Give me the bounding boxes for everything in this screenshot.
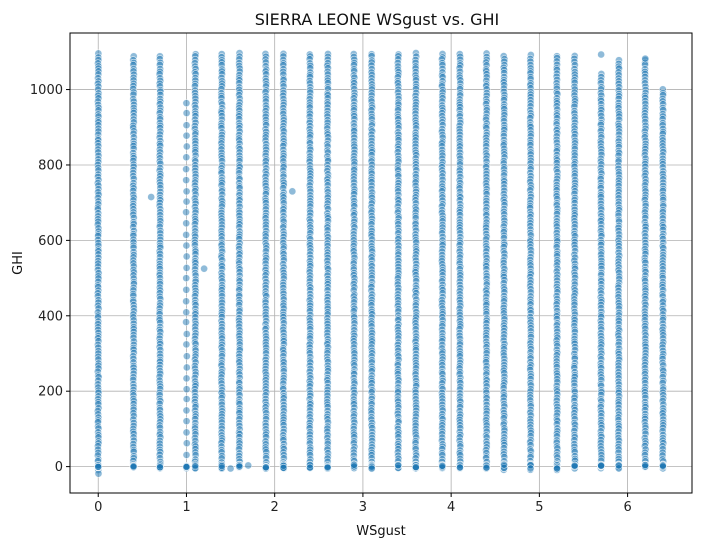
- outlier-point: [244, 461, 253, 470]
- outlier-point: [597, 50, 606, 59]
- outlier-point: [200, 264, 209, 273]
- data-point: [182, 318, 190, 326]
- data-point: [597, 461, 606, 470]
- y-tick-label: 800: [38, 158, 63, 173]
- x-tick-label: 3: [359, 500, 367, 515]
- data-point: [182, 385, 191, 394]
- data-point: [182, 142, 191, 151]
- data-point: [182, 208, 190, 217]
- data-point: [182, 428, 191, 437]
- data-point: [367, 464, 376, 473]
- data-point: [182, 263, 191, 272]
- data-point: [129, 462, 138, 471]
- chart-title: SIERRA LEONE WSgust vs. GHI: [255, 10, 499, 29]
- data-point: [350, 460, 358, 469]
- grid-lines: [70, 33, 692, 493]
- x-tick-label: 2: [271, 500, 279, 515]
- y-tick-label: 1000: [30, 83, 63, 98]
- data-point: [261, 463, 270, 472]
- data-point: [182, 417, 191, 426]
- x-tick-label: 1: [182, 500, 190, 515]
- data-point: [182, 241, 191, 250]
- data-point: [614, 461, 623, 470]
- data-point: [456, 463, 464, 472]
- y-tick-label: 0: [55, 460, 63, 475]
- outlier-point: [641, 54, 650, 63]
- data-point: [182, 308, 191, 317]
- data-point: [182, 352, 191, 361]
- data-point: [182, 121, 191, 130]
- y-axis-label: GHI: [11, 251, 26, 275]
- data-point: [182, 187, 191, 196]
- data-point: [182, 176, 191, 185]
- outlier-point: [226, 464, 235, 473]
- data-point: [323, 463, 332, 472]
- data-point: [182, 230, 191, 239]
- data-point: [182, 197, 191, 206]
- data-point: [411, 463, 420, 471]
- y-tick-label: 600: [38, 234, 63, 249]
- data-point: [641, 461, 650, 470]
- x-tick-label: 4: [447, 500, 455, 515]
- data-point: [182, 252, 191, 261]
- data-point: [500, 460, 508, 469]
- x-axis-label: WSgust: [356, 524, 405, 539]
- data-point: [182, 340, 191, 349]
- data-point: [306, 463, 314, 472]
- data-point: [279, 463, 288, 472]
- x-tick-label: 0: [94, 500, 102, 515]
- data-point: [182, 439, 191, 448]
- data-point: [182, 131, 191, 140]
- data-point: [182, 451, 191, 459]
- data-point: [182, 165, 190, 174]
- data-point: [570, 461, 579, 470]
- data-point: [235, 462, 244, 471]
- data-point: [182, 219, 191, 228]
- data-point: [182, 374, 191, 383]
- data-points: [93, 49, 668, 478]
- data-point: [182, 363, 191, 372]
- y-tick-label: 400: [38, 309, 63, 324]
- data-point: [526, 464, 535, 473]
- data-point: [553, 464, 561, 473]
- outlier-point: [288, 187, 297, 196]
- data-point: [94, 462, 103, 471]
- data-point: [191, 462, 200, 471]
- y-tick-label: 200: [38, 385, 63, 400]
- x-tick-label: 6: [623, 500, 631, 515]
- plot-frame: [69, 32, 693, 494]
- axis-ticks: 0 1 2 3 4 5 6 0 200 400 600 800 1000: [30, 83, 632, 515]
- data-point: [182, 285, 191, 294]
- data-point: [182, 463, 191, 471]
- data-point: [182, 99, 191, 108]
- data-point: [182, 330, 191, 338]
- data-point: [482, 463, 491, 472]
- data-point: [182, 406, 191, 415]
- data-point: [182, 153, 191, 162]
- data-point: [182, 274, 191, 283]
- data-point: [182, 395, 191, 403]
- data-point: [438, 461, 447, 470]
- outlier-point: [147, 193, 156, 201]
- data-point: [394, 461, 403, 470]
- data-point: [182, 297, 191, 306]
- x-tick-label: 5: [535, 500, 543, 515]
- data-point: [217, 462, 226, 470]
- data-point: [658, 461, 667, 470]
- data-point: [182, 109, 191, 117]
- data-point: [94, 469, 103, 478]
- data-point: [156, 463, 164, 472]
